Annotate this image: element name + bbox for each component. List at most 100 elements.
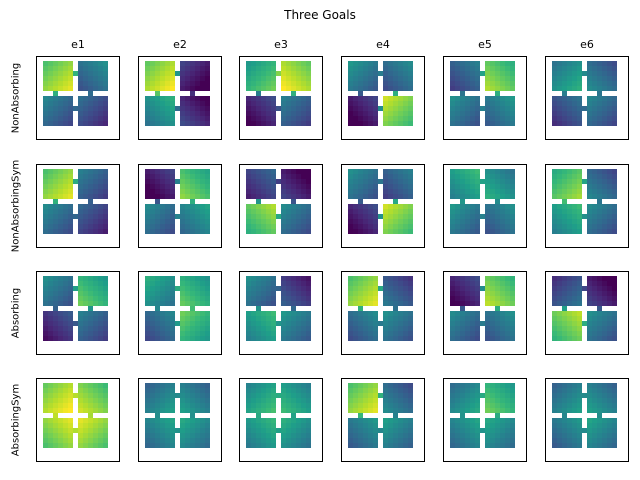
heatmap-cell xyxy=(296,184,301,189)
heatmap-cell xyxy=(612,111,617,116)
heatmap-cell xyxy=(256,418,261,423)
heatmap-cell xyxy=(557,106,562,111)
heatmap-cell xyxy=(485,106,490,111)
heatmap-cell xyxy=(500,204,505,209)
heatmap-cell xyxy=(205,286,210,291)
heatmap-cell xyxy=(450,194,455,199)
heatmap-cell xyxy=(607,316,612,321)
heatmap-cell xyxy=(587,214,592,219)
heatmap-cell xyxy=(465,321,470,326)
heatmap-cell xyxy=(597,111,602,116)
heatmap-cell xyxy=(393,383,398,388)
heatmap-cell xyxy=(562,229,567,234)
heatmap-cell xyxy=(195,326,200,331)
heatmap-cell xyxy=(597,229,602,234)
heatmap-cell xyxy=(557,321,562,326)
heatmap-cell xyxy=(256,388,261,393)
heatmap-cell xyxy=(150,388,155,393)
heatmap-cell xyxy=(602,423,607,428)
heatmap-cell xyxy=(363,219,368,224)
heatmap-cell xyxy=(393,336,398,341)
heatmap-cell xyxy=(485,428,490,433)
heatmap-cell xyxy=(368,174,373,179)
heatmap-cell xyxy=(353,229,358,234)
heatmap-cell xyxy=(155,316,160,321)
heatmap-cell xyxy=(450,393,455,398)
heatmap-cell xyxy=(592,393,597,398)
panel-absorbing-e1 xyxy=(36,271,120,355)
heatmap-cell xyxy=(246,121,251,126)
heatmap-cell xyxy=(281,229,286,234)
heatmap-cell xyxy=(68,179,73,184)
heatmap-cell xyxy=(271,276,276,281)
heatmap-cell xyxy=(353,111,358,116)
heatmap-cell xyxy=(281,71,286,76)
heatmap-cell xyxy=(291,179,296,184)
heatmap-cell xyxy=(271,169,276,174)
heatmap-cell xyxy=(83,106,88,111)
heatmap-cell xyxy=(261,398,266,403)
heatmap-cell xyxy=(246,71,251,76)
heatmap-cell xyxy=(246,336,251,341)
panel-heatmap xyxy=(145,61,210,126)
heatmap-cell xyxy=(465,336,470,341)
heatmap-cell xyxy=(98,311,103,316)
heatmap-cell xyxy=(296,301,301,306)
heatmap-cell xyxy=(306,76,311,81)
heatmap-cell xyxy=(567,336,572,341)
panel-heatmap xyxy=(450,276,515,341)
heatmap-cell xyxy=(383,189,388,194)
heatmap-cell xyxy=(587,281,592,286)
heatmap-cell xyxy=(63,204,68,209)
panel-absorbing-e6 xyxy=(545,271,629,355)
heatmap-cell xyxy=(145,428,150,433)
doorway-cell xyxy=(562,306,567,311)
heatmap-cell xyxy=(495,418,500,423)
heatmap-cell xyxy=(500,81,505,86)
heatmap-cell xyxy=(251,101,256,106)
heatmap-cell xyxy=(403,184,408,189)
heatmap-cell xyxy=(587,331,592,336)
heatmap-cell xyxy=(562,418,567,423)
heatmap-cell xyxy=(93,66,98,71)
heatmap-cell xyxy=(68,61,73,66)
heatmap-cell xyxy=(150,169,155,174)
heatmap-cell xyxy=(455,219,460,224)
heatmap-cell xyxy=(475,229,480,234)
heatmap-cell xyxy=(103,398,108,403)
heatmap-cell xyxy=(256,209,261,214)
heatmap-cell xyxy=(261,383,266,388)
heatmap-cell xyxy=(602,224,607,229)
heatmap-cell xyxy=(562,408,567,413)
heatmap-cell xyxy=(348,403,353,408)
heatmap-cell xyxy=(567,393,572,398)
heatmap-cell xyxy=(155,433,160,438)
heatmap-cell xyxy=(150,121,155,126)
heatmap-cell xyxy=(363,76,368,81)
heatmap-cell xyxy=(612,116,617,121)
heatmap-cell xyxy=(607,301,612,306)
doorway-cell xyxy=(155,199,160,204)
heatmap-cell xyxy=(43,383,48,388)
heatmap-cell xyxy=(306,101,311,106)
heatmap-cell xyxy=(83,326,88,331)
heatmap-cell xyxy=(286,121,291,126)
heatmap-cell xyxy=(388,209,393,214)
doorway-cell xyxy=(393,306,398,311)
heatmap-cell xyxy=(63,423,68,428)
heatmap-cell xyxy=(68,224,73,229)
heatmap-cell xyxy=(261,286,266,291)
heatmap-cell xyxy=(266,438,271,443)
heatmap-cell xyxy=(490,428,495,433)
panel-nonabsorbingsym-e4 xyxy=(341,164,425,248)
heatmap-cell xyxy=(256,116,261,121)
heatmap-cell xyxy=(348,101,353,106)
heatmap-cell xyxy=(93,179,98,184)
heatmap-cell xyxy=(296,403,301,408)
heatmap-cell xyxy=(572,433,577,438)
heatmap-cell xyxy=(301,86,306,91)
heatmap-cell xyxy=(48,179,53,184)
heatmap-cell xyxy=(301,169,306,174)
heatmap-cell xyxy=(190,383,195,388)
heatmap-cell xyxy=(68,111,73,116)
